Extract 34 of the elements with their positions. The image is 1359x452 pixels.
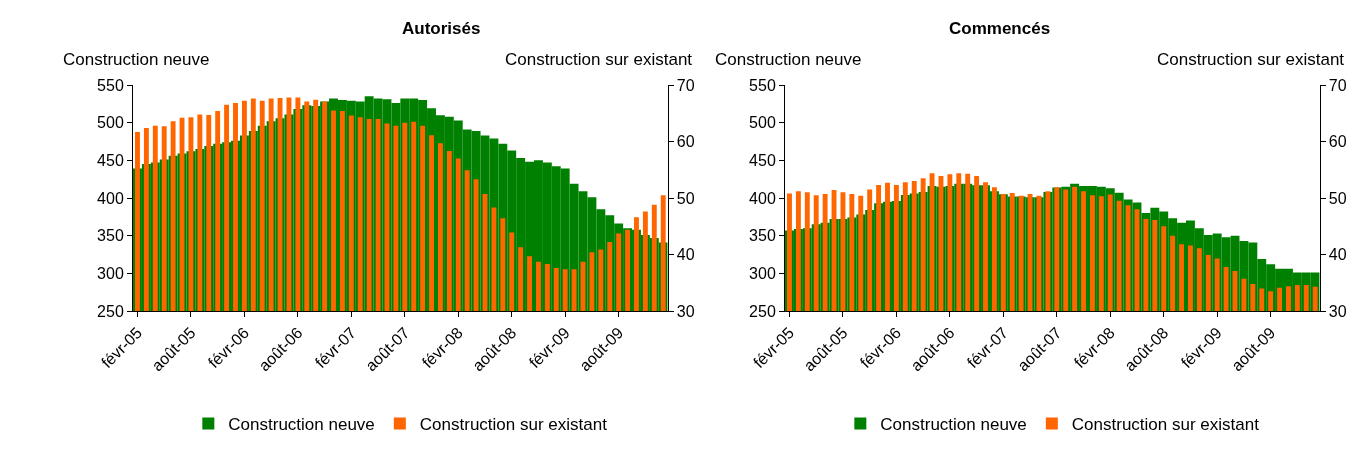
y2-axis-title: Construction sur existant: [505, 50, 693, 69]
y2-tick-label: 40: [676, 246, 695, 264]
y2-tick-label: 60: [1328, 133, 1347, 151]
y-tick-label: 550: [97, 76, 124, 94]
y2-axis-title: Construction sur existant: [1157, 50, 1345, 69]
y-tick-label: 450: [97, 151, 124, 169]
y-tick-label: 350: [97, 227, 124, 245]
y2-tick-label: 30: [676, 302, 695, 320]
y-tick-label: 500: [749, 114, 776, 132]
legend-label: Construction neuve: [880, 415, 1027, 435]
y-tick-label: 400: [749, 189, 776, 207]
chart-title: Commencés: [949, 19, 1051, 38]
legend-label: Construction sur existant: [1071, 415, 1260, 435]
y2-tick-label: 50: [676, 189, 695, 207]
y-tick-label: 450: [749, 151, 776, 169]
y-axis-title: Construction neuve: [715, 50, 862, 69]
y2-tick-label: 60: [676, 133, 695, 151]
y2-tick-label: 70: [1328, 76, 1347, 94]
y-tick-label: 300: [97, 264, 124, 282]
y-tick-label: 250: [97, 302, 124, 320]
y-tick-label: 400: [97, 189, 124, 207]
y-tick-label: 550: [749, 76, 776, 94]
y2-tick-label: 30: [1328, 302, 1347, 320]
y2-tick-label: 70: [676, 76, 695, 94]
y2-tick-label: 40: [1328, 246, 1347, 264]
legend-label: Construction neuve: [228, 415, 375, 435]
y-tick-label: 350: [749, 227, 776, 245]
y2-tick-label: 50: [1328, 189, 1347, 207]
y-tick-label: 500: [97, 114, 124, 132]
y-axis-title: Construction neuve: [63, 50, 210, 69]
chart-title: Autorisés: [402, 19, 481, 38]
y-tick-label: 250: [749, 302, 776, 320]
legend-label: Construction sur existant: [419, 415, 608, 435]
y-tick-label: 300: [749, 264, 776, 282]
